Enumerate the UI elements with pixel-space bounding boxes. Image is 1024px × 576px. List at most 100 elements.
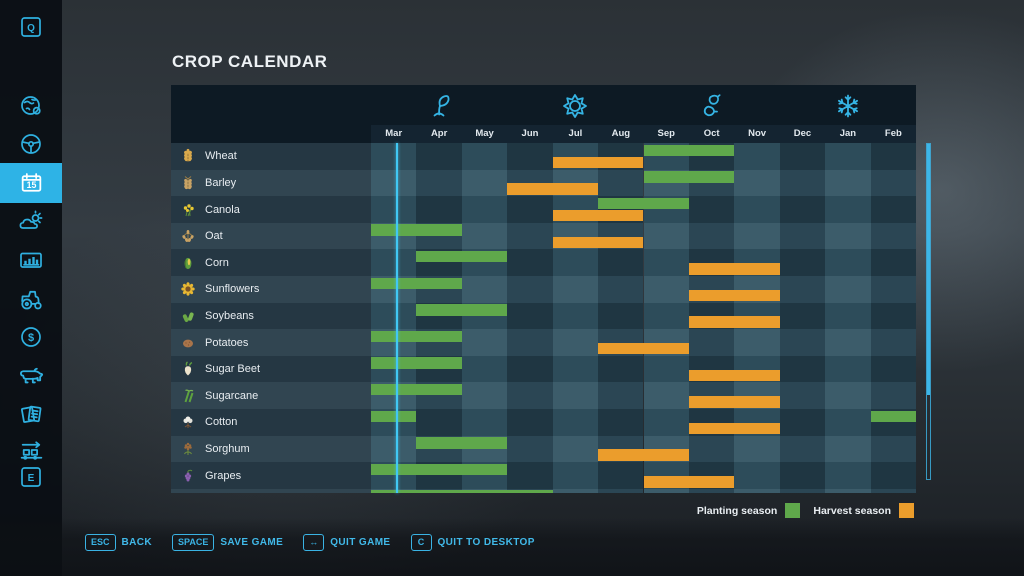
planting-bar — [416, 250, 508, 263]
calendar-cell — [643, 249, 689, 277]
driving-icon — [18, 131, 44, 157]
calendar-cell — [688, 435, 735, 463]
calendar-cell — [552, 302, 599, 330]
calendar-cell — [643, 355, 689, 383]
crop-row-grid — [371, 409, 916, 436]
quit-game-button[interactable]: ↔ QUIT GAME — [303, 534, 390, 551]
crop-row-grid — [371, 302, 916, 330]
grapes-icon — [180, 468, 196, 484]
save-game-button[interactable]: SPACE SAVE GAME — [172, 534, 283, 551]
month-label: Feb — [884, 128, 902, 139]
sidebar-item-contracts[interactable] — [0, 394, 62, 432]
current-date-marker — [395, 143, 398, 493]
crop-name: Barley — [205, 176, 237, 189]
calendar-cell — [643, 488, 689, 493]
month-label: Sep — [657, 128, 675, 139]
sugarbeet-icon — [180, 361, 196, 377]
sidebar-item-finances[interactable]: $ — [0, 318, 62, 356]
calendar-cell — [825, 462, 871, 489]
hotkey-action-label: QUIT GAME — [330, 537, 391, 548]
sidebar-item-hotkey-e[interactable]: E — [0, 458, 62, 496]
calendar-cell — [870, 462, 916, 489]
calendar-cell — [461, 409, 508, 436]
esc-key: ESC — [85, 534, 116, 551]
calendar-cell — [870, 276, 916, 303]
calendar-cell — [552, 249, 599, 277]
planting-bar — [416, 304, 508, 316]
calendar-cell — [416, 196, 462, 223]
back-button[interactable]: ESC BACK — [85, 534, 152, 551]
crop-row-grid — [371, 435, 916, 463]
calendar-cell — [598, 302, 644, 330]
crop-label: Soybeans — [171, 302, 371, 330]
svg-text:$: $ — [28, 332, 34, 344]
calendar-cell — [461, 382, 508, 410]
corn-icon — [180, 255, 196, 271]
calendar-cell — [779, 302, 826, 330]
planting-bar — [371, 277, 462, 290]
calendar-cell — [870, 382, 916, 410]
sidebar-item-animals[interactable] — [0, 356, 62, 394]
statistics-icon — [18, 247, 44, 273]
arrow-key: ↔ — [303, 534, 325, 551]
calendar-cell — [371, 302, 417, 330]
calendar-cell — [371, 143, 417, 170]
crop-label: Sugarcane — [171, 382, 371, 410]
calendar-cell — [688, 222, 735, 250]
crop-row-grid — [371, 143, 916, 170]
sidebar-item-vehicles[interactable] — [0, 280, 62, 318]
harvest-bar — [688, 316, 780, 328]
crop-label: Canola — [171, 196, 371, 223]
planting-bar — [371, 463, 508, 476]
scrollbar[interactable] — [926, 143, 931, 480]
finances-icon: $ — [18, 324, 44, 350]
calendar-icon: 15 — [18, 170, 45, 197]
clipped-next-crop-row — [171, 488, 916, 493]
crop-row-grid — [371, 462, 916, 489]
sidebar-item-weather[interactable] — [0, 203, 62, 241]
calendar-cell — [416, 143, 462, 170]
hotkey-action-label: BACK — [121, 537, 153, 548]
scrollbar-thumb[interactable] — [927, 144, 930, 396]
calendar-cell — [825, 409, 871, 436]
harvest-bar — [688, 422, 780, 435]
sidebar-item-driving[interactable] — [0, 125, 62, 163]
calendar-cell — [779, 382, 826, 410]
crop-calendar-panel: Mar Apr May Jun Jul Aug Sep Oct Nov Dec Jan Feb Whe… — [171, 85, 916, 493]
calendar-cell — [779, 355, 826, 383]
calendar-cell — [779, 222, 826, 250]
calendar-cell — [825, 435, 871, 463]
crop-row: Potatoes — [171, 329, 916, 356]
season-icons-band — [371, 85, 916, 125]
calendar-cell — [416, 169, 462, 197]
sidebar-item-calendar[interactable]: 15 — [0, 163, 62, 203]
sidebar-item-hotkey-q[interactable]: Q — [0, 8, 62, 46]
month-label: Oct — [703, 128, 720, 139]
calendar-cell — [643, 276, 689, 303]
sidebar-item-map[interactable] — [0, 87, 62, 125]
calendar-cell — [734, 222, 780, 250]
planting-bar — [416, 437, 508, 449]
sidebar-item-production[interactable] — [0, 431, 62, 469]
calendar-cell — [507, 382, 553, 410]
crop-row: Sorghum — [171, 435, 916, 463]
contracts-icon — [18, 400, 45, 427]
crop-label: Wheat — [171, 143, 371, 170]
quit-to-desktop-button[interactable]: C QUIT TO DESKTOP — [410, 534, 535, 551]
crop-row-grid — [371, 276, 916, 303]
calendar-cell — [870, 355, 916, 383]
calendar-cell — [825, 382, 871, 410]
calendar-cell — [779, 329, 826, 356]
planting-bar — [371, 224, 462, 236]
crop-label: Oat — [171, 222, 371, 250]
soybeans-icon — [180, 308, 196, 324]
crop-name: Cotton — [205, 416, 238, 429]
legend-planting: Planting season — [697, 503, 801, 518]
planting-bar — [870, 410, 916, 423]
clipped-crop-label — [171, 488, 371, 493]
page-title: CROP CALENDAR — [172, 52, 328, 71]
sidebar-item-statistics[interactable] — [0, 241, 62, 279]
calendar-cell — [734, 169, 780, 197]
crop-name: Wheat — [205, 150, 237, 163]
planting-bar — [371, 410, 417, 423]
